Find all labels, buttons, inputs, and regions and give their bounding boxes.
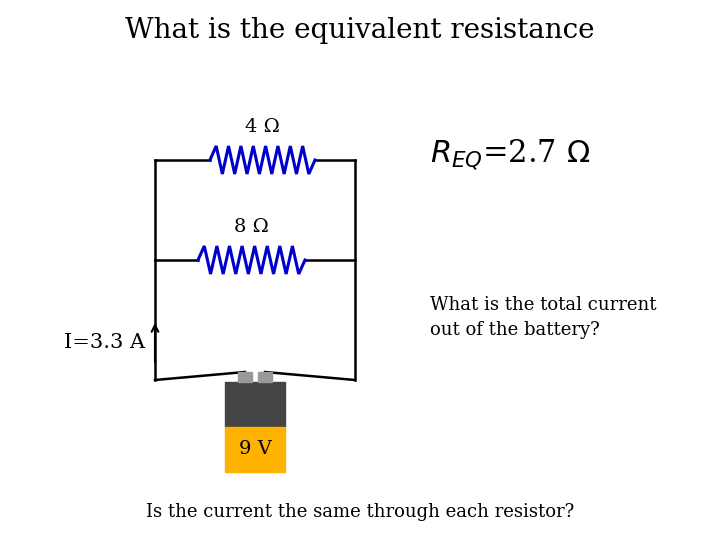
Text: 8 Ω: 8 Ω [234, 218, 269, 236]
Text: $R_{EQ}$=2.7 $\Omega$: $R_{EQ}$=2.7 $\Omega$ [430, 138, 590, 172]
Bar [225, 382, 285, 427]
Text: What is the equivalent resistance: What is the equivalent resistance [125, 17, 595, 44]
Text: 9 V: 9 V [238, 441, 271, 458]
Text: out of the battery?: out of the battery? [430, 321, 600, 339]
Text: I=3.3 A: I=3.3 A [64, 333, 145, 352]
Text: Is the current the same through each resistor?: Is the current the same through each res… [146, 503, 574, 521]
Bar [238, 372, 252, 382]
Bar [225, 427, 285, 472]
Bar [258, 372, 272, 382]
Text: 4 Ω: 4 Ω [245, 118, 280, 136]
Text: What is the total current: What is the total current [430, 296, 657, 314]
